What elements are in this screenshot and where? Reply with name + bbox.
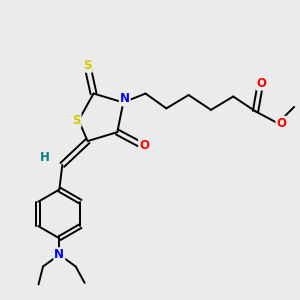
Text: H: H (40, 151, 50, 164)
Text: N: N (120, 92, 130, 105)
Text: O: O (139, 139, 149, 152)
Text: S: S (72, 114, 80, 127)
Text: N: N (54, 248, 64, 261)
Text: O: O (276, 117, 286, 130)
Text: S: S (83, 59, 92, 72)
Text: O: O (256, 76, 266, 90)
